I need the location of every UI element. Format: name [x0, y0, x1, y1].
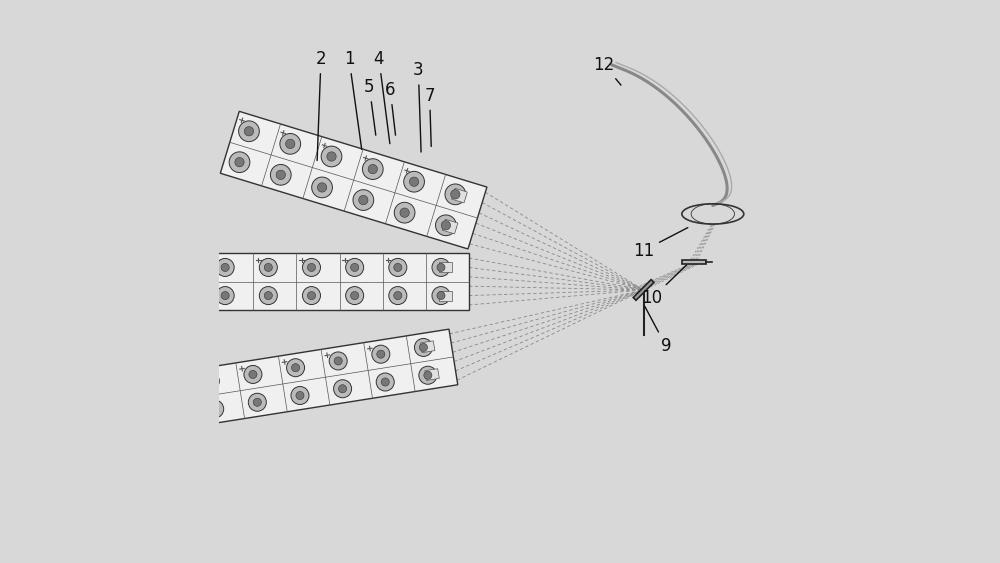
Circle shape [307, 263, 316, 271]
Circle shape [206, 377, 214, 385]
Bar [682, 260, 706, 263]
Polygon shape [439, 262, 452, 272]
Circle shape [211, 405, 219, 413]
Circle shape [414, 338, 432, 356]
Text: 6: 6 [385, 81, 396, 135]
Circle shape [424, 371, 432, 379]
Circle shape [270, 164, 291, 185]
Text: 1: 1 [344, 50, 362, 149]
Circle shape [389, 258, 407, 276]
Circle shape [206, 400, 224, 418]
Circle shape [276, 170, 285, 180]
Circle shape [339, 385, 347, 393]
Circle shape [351, 263, 359, 271]
Circle shape [229, 152, 250, 172]
Circle shape [201, 372, 219, 390]
Circle shape [409, 177, 419, 186]
Circle shape [437, 292, 445, 300]
Polygon shape [442, 219, 458, 234]
Circle shape [221, 263, 229, 271]
Polygon shape [452, 188, 467, 203]
Circle shape [296, 391, 304, 400]
Circle shape [389, 287, 407, 305]
Circle shape [432, 258, 450, 276]
Circle shape [362, 159, 383, 180]
Text: 12: 12 [594, 56, 621, 85]
Circle shape [400, 208, 409, 217]
Polygon shape [210, 253, 469, 310]
Circle shape [394, 292, 402, 300]
Text: 7: 7 [424, 87, 435, 146]
Circle shape [259, 258, 277, 276]
Circle shape [221, 292, 229, 300]
Circle shape [291, 386, 309, 404]
Circle shape [334, 379, 352, 397]
Circle shape [445, 184, 466, 205]
Circle shape [235, 158, 244, 167]
Circle shape [334, 357, 342, 365]
Polygon shape [633, 280, 654, 300]
Circle shape [327, 152, 336, 161]
Circle shape [248, 393, 266, 411]
Text: 5: 5 [364, 78, 376, 135]
Circle shape [359, 195, 368, 205]
Circle shape [432, 287, 450, 305]
Polygon shape [439, 291, 452, 301]
Text: 9: 9 [645, 306, 671, 355]
Circle shape [346, 258, 364, 276]
Text: 2: 2 [316, 50, 326, 160]
Circle shape [451, 190, 460, 199]
Circle shape [286, 139, 295, 149]
Circle shape [394, 202, 415, 223]
Circle shape [377, 350, 385, 358]
Circle shape [253, 398, 261, 406]
Circle shape [312, 177, 332, 198]
Circle shape [244, 365, 262, 383]
Circle shape [321, 146, 342, 167]
Circle shape [244, 127, 254, 136]
Circle shape [394, 263, 402, 271]
Circle shape [302, 287, 320, 305]
Circle shape [441, 221, 451, 230]
Text: 3: 3 [413, 61, 424, 152]
Circle shape [249, 370, 257, 378]
Circle shape [372, 345, 390, 363]
Circle shape [239, 121, 259, 142]
Circle shape [264, 292, 272, 300]
Circle shape [419, 367, 437, 385]
Text: 4: 4 [374, 50, 390, 144]
Circle shape [404, 171, 424, 192]
Circle shape [216, 287, 234, 305]
Circle shape [437, 263, 445, 271]
Circle shape [368, 164, 377, 174]
Circle shape [307, 292, 316, 300]
Circle shape [351, 292, 359, 300]
Text: 11: 11 [633, 227, 688, 260]
Polygon shape [425, 369, 439, 381]
Circle shape [381, 378, 389, 386]
Circle shape [346, 287, 364, 305]
Circle shape [264, 263, 272, 271]
Circle shape [216, 258, 234, 276]
Circle shape [280, 133, 301, 154]
Circle shape [292, 364, 300, 372]
Circle shape [317, 183, 327, 192]
Circle shape [376, 373, 394, 391]
Polygon shape [220, 111, 487, 249]
Circle shape [302, 258, 320, 276]
Circle shape [436, 215, 456, 236]
Circle shape [259, 287, 277, 305]
Circle shape [353, 190, 374, 211]
Polygon shape [421, 341, 435, 352]
Text: 10: 10 [641, 265, 687, 307]
Circle shape [419, 343, 428, 351]
Polygon shape [193, 329, 458, 425]
Circle shape [329, 352, 347, 370]
Circle shape [287, 359, 305, 377]
